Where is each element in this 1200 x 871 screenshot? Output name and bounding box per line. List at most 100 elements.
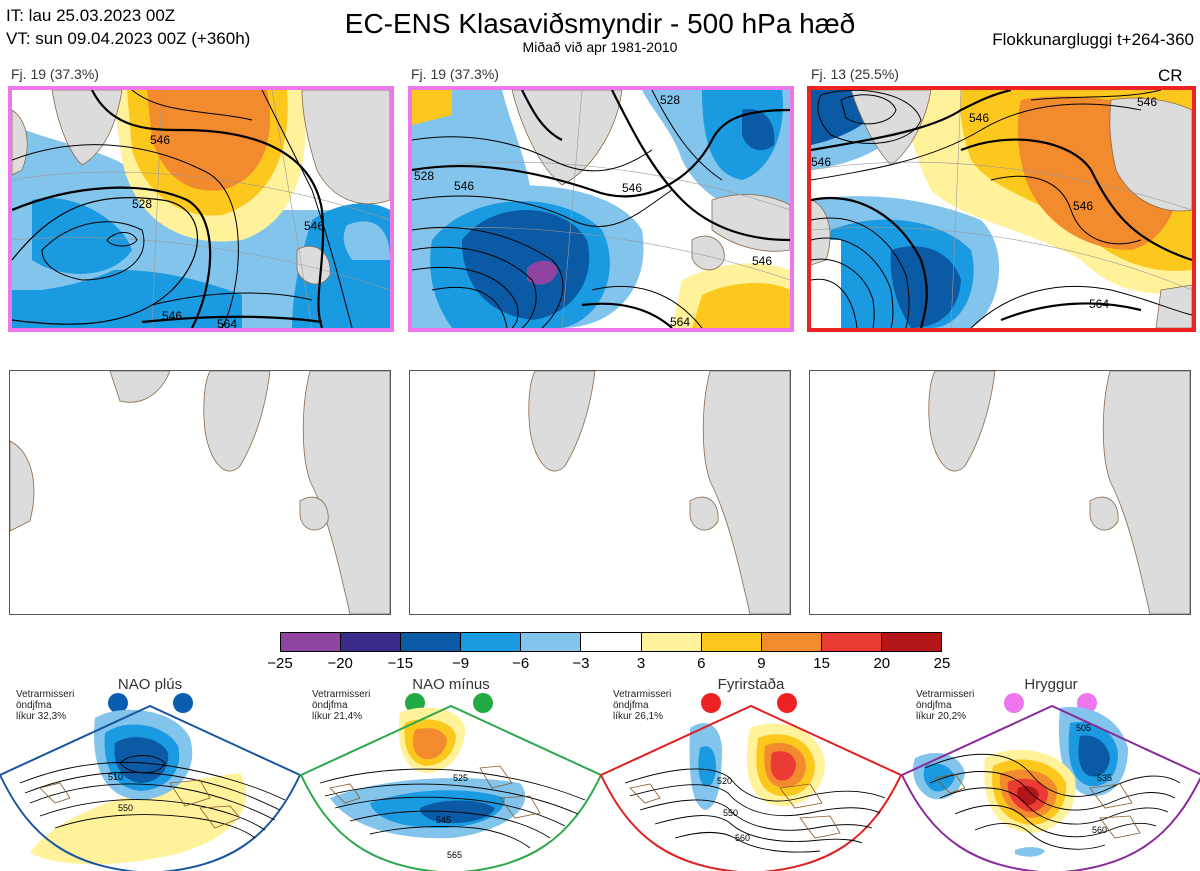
colorbar-tick-label: 15 — [813, 655, 830, 672]
colorbar-tick-label: 3 — [636, 655, 646, 672]
likelihood: líkur 20,2% — [916, 711, 967, 722]
colorbar-segment — [700, 633, 761, 651]
base-map-2 — [409, 370, 791, 615]
type-line: öndjfma — [16, 700, 52, 711]
land-areas — [811, 90, 1192, 328]
regime-frame — [599, 704, 903, 871]
regime-title-ridge: Hryggur — [1024, 676, 1078, 693]
contour-label: 546 — [304, 219, 324, 233]
colorbar-tick-label: −25 — [267, 655, 293, 672]
contour-label: 546 — [150, 133, 170, 147]
colorbar-tick-label: 20 — [873, 655, 891, 672]
season: Vetrarmisseri — [312, 689, 371, 700]
regime-note-blocking: Vetrarmisseri öndjfma líkur 26,1% — [613, 689, 671, 722]
contour-label: 520 — [717, 776, 732, 786]
season: Vetrarmisseri — [613, 689, 672, 700]
colorbar-segment — [760, 633, 821, 651]
contour-label: 525 — [453, 773, 468, 783]
panel-1-label: Fj. 19 (37.3%) — [11, 66, 99, 82]
colorbar-segment — [340, 633, 401, 651]
colorbar-segment — [281, 633, 341, 651]
contour-label: 560 — [735, 833, 750, 843]
contour-label: 564 — [670, 315, 690, 328]
contour-label: 528 — [132, 197, 152, 211]
contour-labels: 528 546 546 546 528 564 — [414, 93, 772, 328]
cluster-map-1: 528 546 546 546 564 — [8, 86, 394, 332]
anomaly-field — [12, 90, 390, 328]
contour-label: 546 — [622, 181, 642, 195]
type-line: öndjfma — [916, 700, 952, 711]
graticule — [811, 90, 1192, 328]
colorbar-tick-label: −9 — [451, 655, 470, 672]
height-contours — [412, 90, 790, 328]
contour-label: 546 — [162, 309, 182, 323]
contour-label: 564 — [1089, 297, 1109, 311]
initial-time: IT: lau 25.03.2023 00Z — [6, 6, 176, 25]
colorbar-ticks: −25 −20 −15 −9 −6 −3 3 6 9 15 20 25 — [0, 655, 1200, 675]
regime-title-nao-minus: NAO mínus — [412, 676, 490, 693]
contour-label: 546 — [1137, 95, 1157, 109]
colorbar-tick-label: −20 — [327, 655, 353, 672]
regime-note-nao-plus: Vetrarmisseri öndjfma líkur 32,3% — [16, 689, 74, 722]
valid-time: VT: sun 09.04.2023 00Z (+360h) — [6, 29, 251, 48]
contour-labels: 546 546 546 546 564 — [811, 95, 1157, 311]
regime-frame — [900, 704, 1200, 871]
regime-map-nao-plus: 510 550 — [0, 693, 302, 871]
regime-title-blocking: Fyrirstaða — [717, 676, 785, 693]
regime-frame — [299, 704, 603, 871]
type-line: öndjfma — [312, 700, 348, 711]
season: Vetrarmisseri — [916, 689, 975, 700]
contour-label: 510 — [108, 772, 123, 782]
colorbar-tick-label: −15 — [387, 655, 414, 672]
height-contours — [12, 90, 353, 328]
contour-label: 546 — [1073, 199, 1093, 213]
season: Vetrarmisseri — [16, 689, 75, 700]
type-line: öndjfma — [613, 700, 649, 711]
cluster-map-2: 528 546 546 546 528 564 — [408, 86, 794, 332]
regime-dot — [473, 693, 493, 713]
regime-dot — [701, 693, 721, 713]
page-title: EC-ENS Klasaviðsmyndir - 500 hPa hæð — [344, 8, 856, 39]
cluster-code: CR — [1158, 66, 1183, 85]
classification-window: Flokkunargluggi t+264-360 — [992, 30, 1194, 49]
regime-dot — [1004, 693, 1024, 713]
colorbar-tick-label: 25 — [933, 655, 951, 672]
colorbar — [280, 632, 942, 652]
regime-dot — [777, 693, 797, 713]
colorbar-segment — [820, 633, 881, 651]
contour-label: 565 — [447, 850, 462, 860]
colorbar-tick-label: −6 — [512, 655, 530, 672]
regime-note-nao-minus: Vetrarmisseri öndjfma líkur 21,4% — [312, 689, 370, 722]
contour-label: 535 — [1097, 773, 1112, 783]
regime-frame — [0, 704, 302, 871]
colorbar-segment — [880, 633, 942, 651]
regime-note-ridge: Vetrarmisseri öndjfma líkur 20,2% — [916, 689, 974, 722]
contour-label: 505 — [1076, 723, 1091, 733]
regime-map-nao-minus: 525 545 565 — [299, 693, 603, 871]
contour-label: 550 — [118, 803, 133, 813]
regime-map-blocking: 520 550 560 — [599, 693, 903, 871]
colorbar-segment — [580, 633, 641, 651]
contour-label: 550 — [723, 808, 738, 818]
panel-3-label: Fj. 13 (25.5%) — [811, 66, 899, 82]
contour-label: 546 — [969, 111, 989, 125]
height-contours — [811, 90, 1192, 328]
likelihood: líkur 32,3% — [16, 711, 67, 722]
regime-maps: 510 550 525 545 565 — [0, 693, 1200, 871]
land-areas — [511, 90, 790, 271]
contour-label: 546 — [811, 155, 831, 169]
colorbar-segment — [640, 633, 701, 651]
header-info: IT: lau 25.03.2023 00Z VT: sun 09.04.202… — [6, 4, 250, 50]
contour-label: 546 — [454, 179, 474, 193]
colorbar-tick-label: −3 — [572, 655, 590, 672]
likelihood: líkur 21,4% — [312, 711, 363, 722]
regime-map-ridge: 505 535 560 — [900, 693, 1200, 871]
colorbar-tick-label: 9 — [757, 655, 766, 672]
contour-label: 528 — [660, 93, 680, 107]
panel-2-label: Fj. 19 (37.3%) — [411, 66, 499, 82]
likelihood: líkur 26,1% — [613, 711, 664, 722]
colorbar-segment — [520, 633, 581, 651]
contour-label: 560 — [1092, 825, 1107, 835]
regime-title-nao-plus: NAO plús — [117, 676, 183, 693]
contour-label: 545 — [436, 815, 451, 825]
